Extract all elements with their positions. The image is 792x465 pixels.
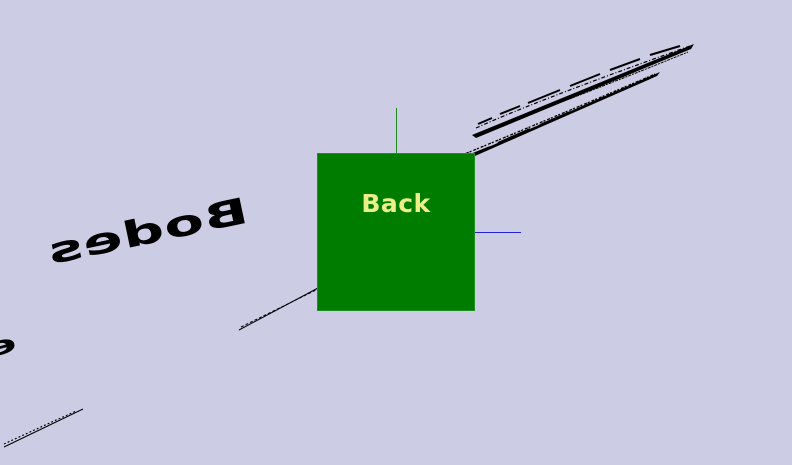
svg-text:e: e <box>0 328 20 364</box>
perspective-text-left: Bodes e <box>0 190 252 364</box>
svg-text:Bodes: Bodes <box>43 190 252 273</box>
perspective-text-bottom-left <box>3 408 84 448</box>
y-axis-line <box>396 108 397 153</box>
cube-back-face[interactable]: Back <box>317 153 475 311</box>
perspective-text-middle <box>238 287 319 331</box>
back-face-label: Back <box>361 189 431 218</box>
x-axis-line <box>475 232 521 233</box>
